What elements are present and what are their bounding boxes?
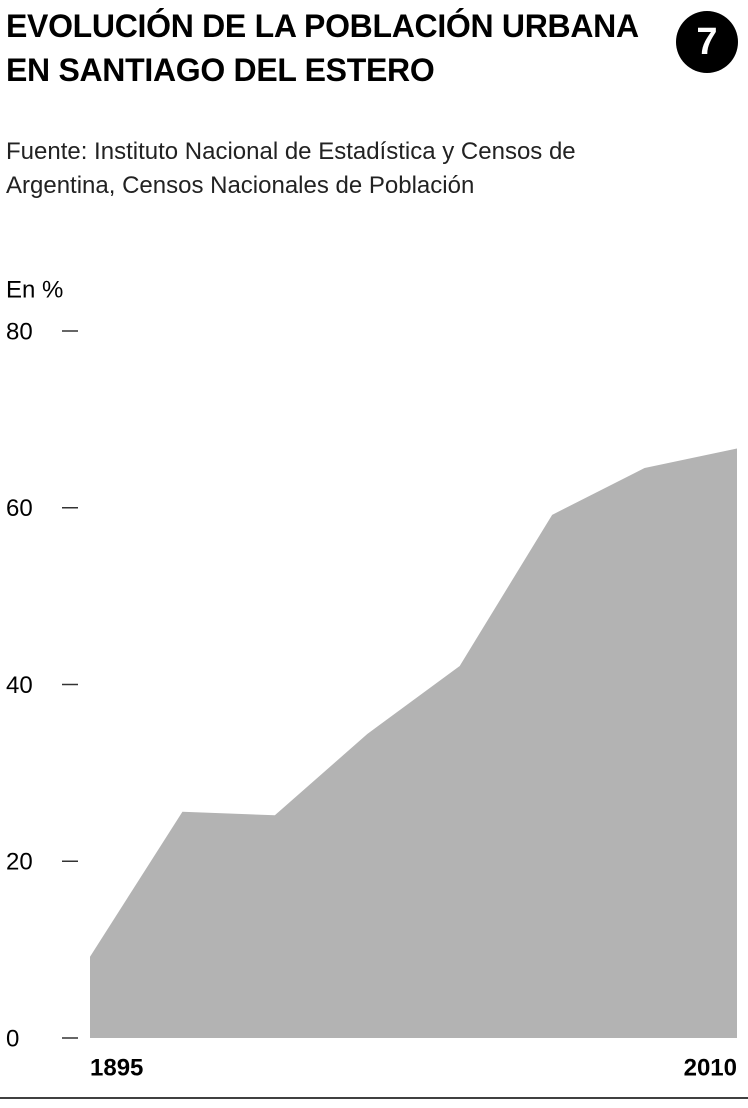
badge: 7 [676,11,738,73]
y-axis-label: En % [6,276,63,303]
x-tick-label: 1895 [90,1054,143,1081]
y-tick-label: 80 [6,318,33,345]
area [90,448,737,1038]
y-tick-label: 60 [6,495,33,522]
chart-subtitle: Fuente: Instituto Nacional de Estadístic… [6,138,576,199]
y-tick-label: 20 [6,849,33,876]
y-tick-label: 0 [6,1025,19,1052]
x-tick-label: 2010 [684,1054,737,1081]
chart-title: EVOLUCIÓN DE LA POBLACIÓN URBANA EN SANT… [6,8,638,88]
y-tick-label: 40 [6,672,33,699]
